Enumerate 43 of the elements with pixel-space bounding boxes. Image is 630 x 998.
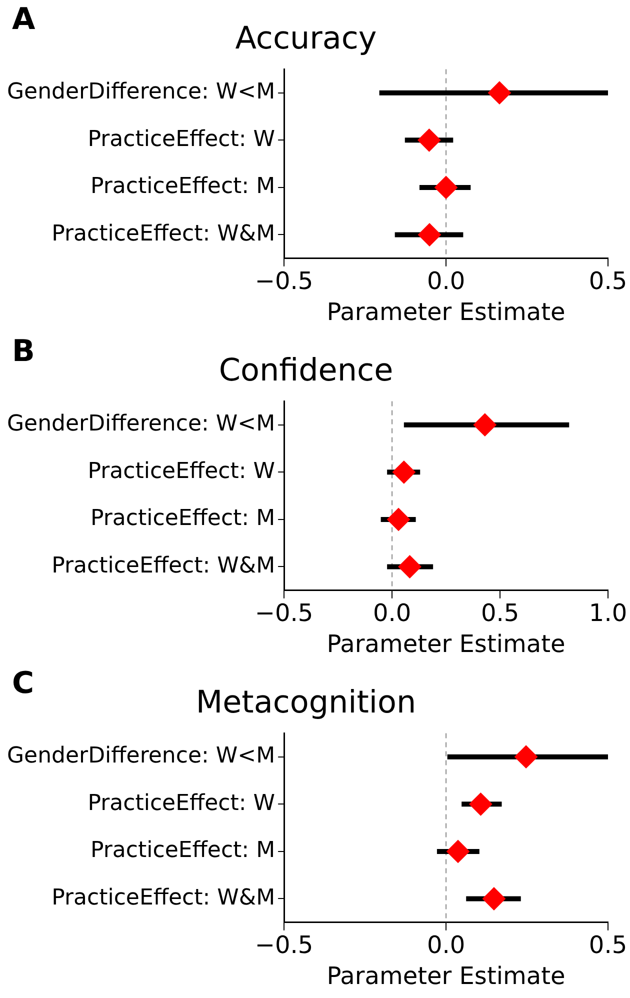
chart-title: Accuracy: [235, 20, 377, 57]
x-tick-label: 1.0: [588, 599, 628, 628]
y-tick-label: PracticeEffect: M: [90, 174, 276, 200]
point: [446, 840, 470, 863]
y-tick-label: PracticeEffect: W: [88, 790, 276, 816]
x-tick-label: 0.0: [426, 931, 466, 960]
x-tick-label: −0.5: [254, 267, 314, 296]
x-axis-title: Parameter Estimate: [326, 962, 566, 990]
y-tick-label: PracticeEffect: W&M: [52, 553, 276, 578]
point: [514, 745, 538, 768]
y-tick-label: GenderDifference: W<M: [7, 80, 276, 105]
y-tick-label: PracticeEffect: W: [88, 126, 276, 152]
x-axis-title: Parameter Estimate: [326, 298, 566, 326]
x-axis-title: Parameter Estimate: [326, 630, 566, 658]
x-tick-label: 0.5: [588, 267, 628, 296]
x-tick-label: 0.0: [372, 599, 412, 628]
point: [469, 792, 492, 816]
x-tick-label: −0.5: [254, 931, 314, 960]
point: [418, 128, 441, 152]
text: C: [12, 666, 34, 701]
point: [392, 460, 416, 484]
point: [482, 887, 506, 910]
chart-title: Confidence: [218, 352, 394, 389]
x-tick-label: 0.5: [480, 599, 520, 628]
y-tick-label: PracticeEffect: M: [90, 506, 276, 532]
point: [387, 508, 410, 531]
text: B: [12, 334, 35, 369]
point: [418, 223, 442, 246]
x-tick-label: −0.5: [254, 599, 314, 628]
y-tick-label: PracticeEffect: W&M: [52, 885, 276, 910]
y-tick-label: PracticeEffect: M: [90, 838, 276, 864]
text: A: [12, 2, 36, 37]
point: [398, 555, 422, 578]
point: [434, 176, 458, 199]
y-tick-label: GenderDifference: W<M: [7, 744, 276, 769]
point: [488, 81, 511, 104]
x-tick-label: 0.5: [588, 931, 628, 960]
y-tick-label: GenderDifference: W<M: [7, 412, 276, 437]
y-tick-label: PracticeEffect: W&M: [52, 221, 276, 246]
point: [473, 413, 496, 436]
x-tick-label: 0.0: [426, 267, 466, 296]
chart-title: Metacognition: [196, 684, 416, 721]
y-tick-label: PracticeEffect: W: [88, 458, 276, 484]
